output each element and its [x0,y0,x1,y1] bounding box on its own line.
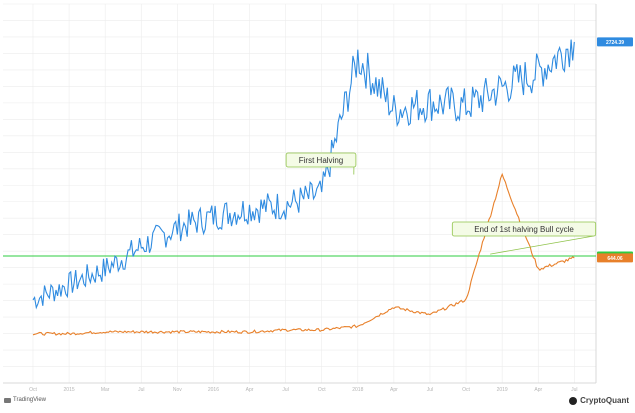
series-line-blue [32,39,575,310]
annotation-first-halving-box [285,152,357,168]
cryptoquant-logo-icon [569,396,578,405]
x-tick-label: 2016 [208,387,219,393]
x-tick-label: Apr [246,387,254,393]
annotation-end-of-bull-cycle-box [451,221,597,237]
tradingview-label: TradingView [13,397,47,403]
x-tick-label: Mar [101,387,110,393]
cryptoquant-label: CryptoQuant [580,396,629,405]
annotation-end-of-bull-cycle: End of 1st halving Bull cycle [474,225,574,234]
x-tick-label: Apr [534,387,542,393]
x-tick-label: Nov [173,387,182,393]
tradingview-brand: TradingView [4,397,46,403]
x-tick-label: Oct [318,387,326,393]
x-tick-label: Jul [282,387,288,393]
x-tick-label: Oct [29,387,37,393]
series-line-orange [32,172,575,336]
blue-last-value-tag: 2724.39 [606,40,624,46]
annotation-first-halving: First Halving [299,156,343,165]
annotation-end-of-bull-cycle-pointer [490,235,594,255]
x-tick-label: Jul [571,387,577,393]
x-tick-label: Jul [427,387,433,393]
x-tick-label: 2018 [352,387,363,393]
x-tick-label: Apr [390,387,398,393]
blue-last-value-tag-bg [597,37,633,47]
x-tick-label: 2019 [497,387,508,393]
orange-last-value-tag: 644.06 [607,256,623,262]
orange-last-value-tag-bg [597,253,633,263]
tradingview-logo-icon [4,397,11,403]
cryptoquant-brand: CryptoQuant [569,396,629,405]
x-tick-label: Oct [462,387,470,393]
x-tick-label: 2015 [64,387,75,393]
x-tick-label: Jul [138,387,144,393]
